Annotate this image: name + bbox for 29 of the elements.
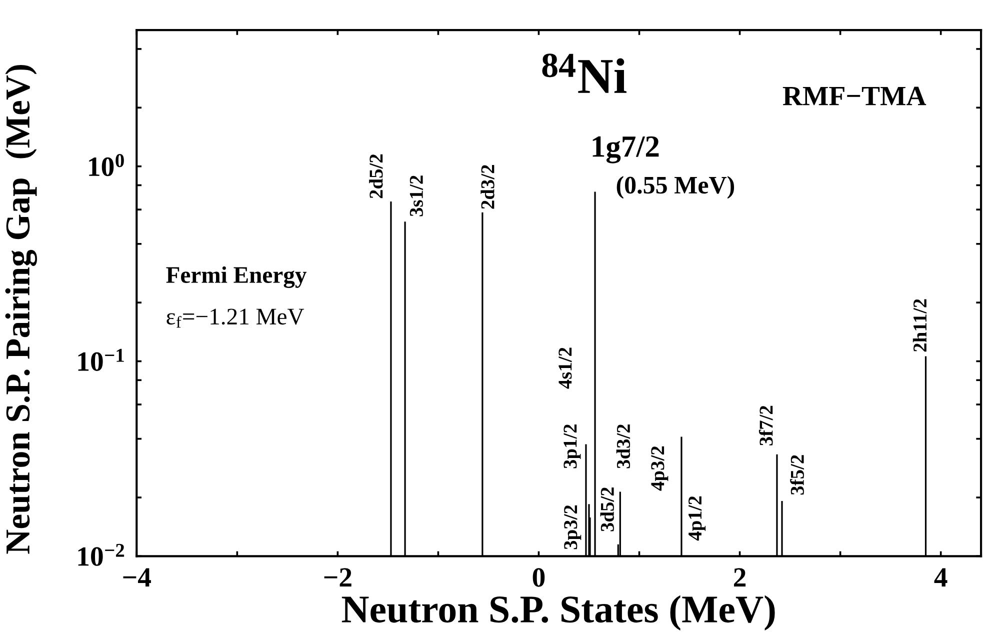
x-axis-title: Neutron S.P. States (MeV) [342,595,775,631]
annotation: Fermi Energy [166,266,307,288]
annotation: 2h11/2 [912,299,927,352]
annotation: ε$_{f}$=−1.21 MeV [166,308,304,328]
x-tick-label: 4 [934,568,948,587]
text: RMF−TMA [782,86,926,106]
x-tick-label: 0 [532,568,545,587]
annotation: 3f5/2 [790,455,804,495]
annotation: 3d3/2 [616,424,630,468]
x-tick-label: −4 [123,568,151,587]
annotation: (0.55 MeV) [616,176,734,199]
chart-title: $^{84}$Ni [542,54,626,93]
y-tick-label: 10$^{0}$ [89,154,124,176]
x-tick-label: 2 [734,568,746,587]
annotation: 1g7/2 [592,136,659,164]
y-tick-label: 10$^{−1}$ [78,348,124,371]
annotation: 4s1/2 [558,348,572,389]
annotation: 4p1/2 [688,496,706,541]
annotation: 3f7/2 [758,406,773,446]
annotation: 3p3/2 [564,505,582,550]
annotation: 3d5/2 [600,487,614,532]
annotation: 3s1/2 [410,176,423,216]
annotation: 2d5/2 [369,154,383,198]
annotation: 2d3/2 [480,165,494,209]
y-axis-title: Neutron S.P. Pairing Gap (MeV) [5,64,37,554]
annotation: 3p1/2 [564,424,581,468]
annotation: 4p3/2 [651,446,668,491]
x-tick-label: −2 [324,568,352,587]
y-tick-label: 10$^{−2}$ [78,544,124,566]
